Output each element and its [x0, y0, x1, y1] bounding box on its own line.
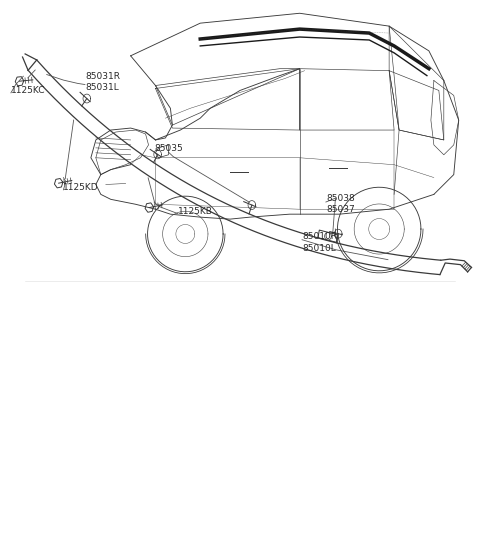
Text: 1125KC: 1125KC [11, 86, 46, 95]
Text: 85031R
85031L: 85031R 85031L [85, 72, 120, 92]
Text: 1125KB: 1125KB [178, 208, 213, 217]
Text: 85035: 85035 [154, 144, 183, 153]
Text: 85038
85037: 85038 85037 [326, 194, 355, 214]
Text: 1125KD: 1125KD [63, 183, 99, 192]
Text: 85010R
85010L: 85010R 85010L [302, 232, 337, 252]
